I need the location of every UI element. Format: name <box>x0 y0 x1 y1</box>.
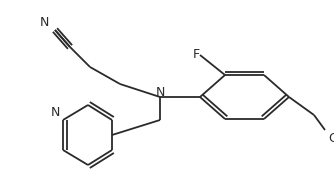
Text: N: N <box>39 15 49 29</box>
Text: N: N <box>50 105 60 118</box>
Text: N: N <box>155 86 165 100</box>
Text: Cl: Cl <box>328 132 334 144</box>
Text: F: F <box>192 49 199 61</box>
